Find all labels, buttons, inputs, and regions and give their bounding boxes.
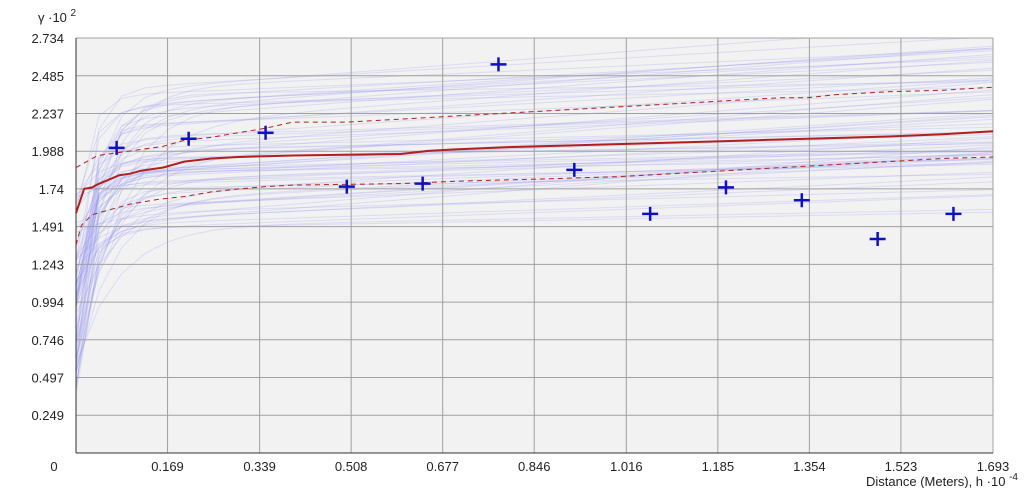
x-axis-title: Distance (Meters), h ·10 -4 [866, 472, 1018, 488]
data-point [108, 140, 125, 155]
y-axis-multiplier: ·10 [48, 10, 67, 25]
x-tick-labels: 0 0.169 0.339 0.508 0.677 0.846 1.016 1.185 1.35… [50, 459, 1009, 474]
data-point [338, 179, 355, 194]
data-point [566, 162, 583, 177]
y-tick-label: 0.994 [31, 295, 64, 310]
y-tick-label: 1.74 [39, 182, 64, 197]
y-tick-label: 1.988 [31, 144, 64, 159]
x-tick-label: 0.846 [518, 459, 551, 474]
x-origin-label: 0 [50, 459, 57, 474]
x-tick-label: 1.693 [977, 459, 1010, 474]
y-tick-label: 1.491 [31, 220, 64, 235]
lower-envelope-line [75, 156, 994, 246]
y-axis-title: γ ·10 2 [38, 8, 77, 25]
x-tick-label: 0.677 [426, 459, 459, 474]
data-points [108, 57, 962, 246]
y-tick-labels: 0.249 0.497 0.746 0.994 1.243 1.491 1.74 1.988 2… [31, 31, 64, 423]
y-tick-label: 1.243 [31, 257, 64, 272]
data-point [642, 206, 659, 221]
x-axis-label: Distance (Meters), h [866, 474, 983, 488]
grid-lines [75, 37, 994, 454]
data-point [717, 180, 734, 195]
x-tick-label: 1.185 [702, 459, 735, 474]
data-point [180, 131, 197, 146]
y-axis-label: γ [38, 10, 45, 25]
y-tick-label: 2.485 [31, 69, 64, 84]
x-tick-label: 0.169 [151, 459, 184, 474]
x-tick-label: 1.354 [793, 459, 826, 474]
y-tick-label: 0.249 [31, 408, 64, 423]
x-tick-label: 1.523 [885, 459, 918, 474]
y-tick-label: 0.497 [31, 371, 64, 386]
y-tick-label: 2.734 [31, 31, 64, 46]
x-axis-exponent: -4 [1009, 472, 1018, 483]
data-point [414, 176, 431, 191]
model-line [75, 130, 994, 214]
x-tick-label: 0.508 [335, 459, 368, 474]
data-point [869, 231, 886, 246]
x-tick-label: 1.016 [610, 459, 643, 474]
y-tick-label: 2.237 [31, 106, 64, 121]
data-point [490, 57, 507, 72]
data-point [793, 193, 810, 208]
x-tick-label: 0.339 [243, 459, 276, 474]
upper-envelope-line [75, 86, 994, 169]
y-axis-exponent: 2 [71, 8, 77, 19]
x-axis-multiplier: ·10 [987, 474, 1006, 488]
data-point [257, 125, 274, 140]
data-point [945, 206, 962, 221]
series-lines [75, 86, 994, 246]
y-tick-label: 0.746 [31, 333, 64, 348]
